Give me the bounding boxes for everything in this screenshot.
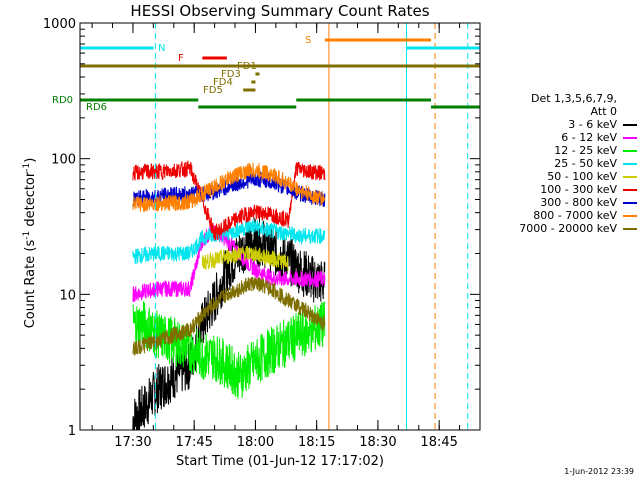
x-tick-label: 17:30 [114,435,151,450]
legend-swatch [623,188,637,191]
y-axis-label-main: Count Rate (s [23,239,39,329]
legend-swatch [623,201,637,204]
legend-entry: 50 - 100 keV [487,170,637,183]
x-axis-label: Start Time (01-Jun-12 17:17:02) [176,454,384,469]
legend-entry-label: 50 - 100 keV [547,170,617,183]
x-tick-label: 18:30 [359,435,396,450]
y-axis-label-sup1: -1 [21,230,32,240]
series-line [132,223,326,302]
legend-entry-label: 300 - 800 keV [540,196,617,209]
legend-entry: 6 - 12 keV [487,131,637,144]
flag-label: N [158,43,165,54]
legend-swatch [623,123,637,126]
legend-swatch [623,136,637,139]
flag-label: FD3 [221,69,241,80]
plot-frame [79,22,481,431]
flag-label: FD5 [203,85,223,96]
y-axis-label-sup2: -1 [21,162,32,172]
legend-swatch [623,175,637,178]
y-tick-label: 1000 [43,17,76,32]
legend-entry: 25 - 50 keV [487,157,637,170]
flag-label: F [178,53,184,64]
x-tick-label: 17:45 [175,435,212,450]
y-tick-label: 10 [59,288,76,303]
legend-header-2: Att 0 [590,105,617,118]
legend-swatch [623,214,637,217]
legend-entry-label: 12 - 25 keV [554,144,617,157]
legend-entry: 800 - 7000 keV [487,209,637,222]
legend-swatch [623,162,637,165]
legend-entry: 3 - 6 keV [487,118,637,131]
y-tick-label: 100 [51,153,76,168]
flag-label: FD1 [237,61,257,72]
legend-entry-label: 6 - 12 keV [561,131,617,144]
y-tick-label: 1 [68,424,76,439]
x-tick-label: 18:15 [298,435,335,450]
legend-entries: 3 - 6 keV 6 - 12 keV 12 - 25 keV 25 - 50 ke… [487,118,637,235]
series-line [132,219,326,265]
flag-label: RD6 [86,102,107,113]
flag-label: RD0 [52,95,73,106]
legend: Det 1,3,5,6,7,9, Att 0 3 - 6 keV 6 - 12 k… [487,92,637,235]
legend-swatch [623,227,637,230]
series-line [132,276,326,356]
legend-swatch [623,149,637,152]
series-line [201,245,289,272]
legend-entry-label: 3 - 6 keV [568,118,617,131]
legend-entry: 300 - 800 keV [487,196,637,209]
series-line [132,162,326,212]
y-axis-label-mid: detector [23,171,39,231]
y-axis-label: Count Rate (s-1 detector-1) [22,158,38,329]
legend-entry: 100 - 300 keV [487,183,637,196]
legend-entry: 12 - 25 keV [487,144,637,157]
x-tick-label: 18:45 [420,435,457,450]
legend-entry: 7000 - 20000 keV [487,222,637,235]
chart-title: HESSI Observing Summary Count Rates [130,2,430,20]
legend-entry-label: 100 - 300 keV [540,183,617,196]
legend-entry-label: 800 - 7000 keV [533,209,617,222]
series-line [132,217,326,431]
legend-entry-label: 7000 - 20000 keV [519,222,617,235]
legend-header-1: Det 1,3,5,6,7,9, [530,92,617,105]
x-tick-label: 18:00 [237,435,274,450]
flag-label: S [305,35,311,46]
timestamp: 1-Jun-2012 23:39 [564,467,634,476]
y-axis-label-end: ) [23,157,39,163]
flag-label: FD4 [213,77,233,88]
series-line [132,301,326,399]
legend-entry-label: 25 - 50 keV [554,157,617,170]
